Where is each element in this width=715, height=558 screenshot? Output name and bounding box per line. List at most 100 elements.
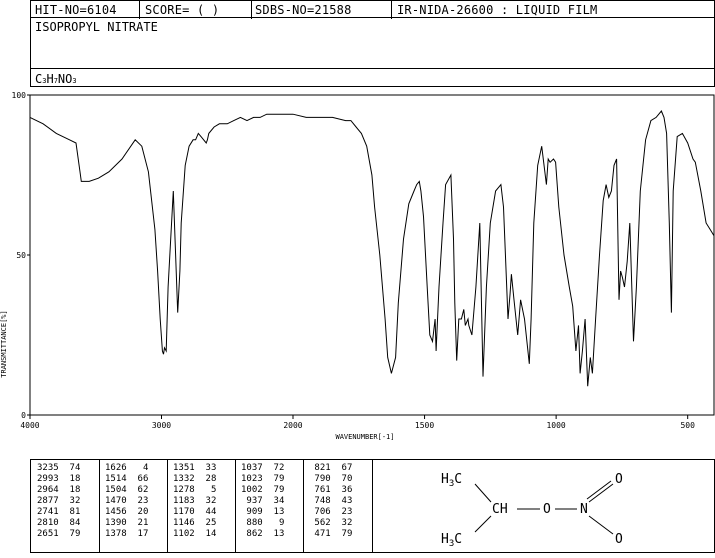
peak-transmittance: 62 bbox=[126, 485, 149, 495]
peak-table-divider bbox=[99, 460, 100, 552]
peak-transmittance: 18 bbox=[58, 474, 81, 484]
bond-line bbox=[588, 515, 614, 535]
x-axis-label: WAVENUMBER[-1] bbox=[335, 433, 394, 441]
peak-wavenumber: 1504 bbox=[105, 485, 127, 495]
peak-wavenumber: 862 bbox=[241, 529, 263, 539]
peak-wavenumber: 1102 bbox=[173, 529, 195, 539]
peak-wavenumber: 1146 bbox=[173, 518, 195, 528]
peak-transmittance: 34 bbox=[262, 496, 285, 506]
peak-transmittance: 70 bbox=[330, 474, 353, 484]
peak-wavenumber: 1470 bbox=[105, 496, 127, 506]
peak-row: 2993 18 bbox=[37, 474, 80, 485]
structure-panel: H3C H3C CH O N O O bbox=[372, 459, 715, 553]
peak-row: 761 36 bbox=[309, 485, 352, 496]
compound-panel: ISOPROPYL NITRATE C3H7NO3 bbox=[30, 17, 715, 87]
x-tick-label: 500 bbox=[680, 421, 695, 430]
peak-transmittance: 28 bbox=[194, 474, 217, 484]
peak-row: 1378 17 bbox=[105, 529, 148, 540]
peak-transmittance: 5 bbox=[194, 485, 217, 495]
peak-row: 1390 21 bbox=[105, 518, 148, 529]
y-tick-label: 100 bbox=[12, 91, 27, 100]
peak-table-divider bbox=[167, 460, 168, 552]
peak-row: 2741 81 bbox=[37, 507, 80, 518]
isopropyl-nitrate-structure: H3C H3C CH O N O O bbox=[441, 472, 623, 549]
header-divider bbox=[391, 1, 392, 19]
peak-row: 1170 44 bbox=[173, 507, 216, 518]
peak-wavenumber: 471 bbox=[309, 529, 331, 539]
peak-wavenumber: 2964 bbox=[37, 485, 59, 495]
bond-line bbox=[474, 483, 492, 503]
transmittance-series-line bbox=[29, 110, 715, 387]
peak-row: 471 79 bbox=[309, 529, 352, 540]
x-axis-ticks: 4000 3000 2000 1500 1000 500 bbox=[20, 415, 695, 430]
peak-wavenumber: 909 bbox=[241, 507, 263, 517]
peak-row: 909 13 bbox=[241, 507, 284, 518]
peak-transmittance: 21 bbox=[126, 518, 149, 528]
header-divider bbox=[139, 1, 140, 19]
peak-transmittance: 79 bbox=[262, 474, 285, 484]
peak-table-column: 1037 72 1023 79 1002 79 937 34 909 13 880 … bbox=[241, 463, 284, 540]
peak-transmittance: 13 bbox=[262, 507, 285, 517]
x-tick-label: 3000 bbox=[152, 421, 171, 430]
peak-row: 1514 66 bbox=[105, 474, 148, 485]
peak-row: 880 9 bbox=[241, 518, 284, 529]
peak-row: 2877 32 bbox=[37, 496, 80, 507]
peak-wavenumber: 1626 bbox=[105, 463, 127, 473]
double-bond-line bbox=[588, 483, 614, 503]
peak-wavenumber: 706 bbox=[309, 507, 331, 517]
peak-transmittance: 66 bbox=[126, 474, 149, 484]
peak-transmittance: 43 bbox=[330, 496, 353, 506]
peak-wavenumber: 2741 bbox=[37, 507, 59, 517]
peak-transmittance: 79 bbox=[330, 529, 353, 539]
x-tick-label: 2000 bbox=[283, 421, 302, 430]
ir-spectrum-chart: 0 50 100 4000 3000 2000 1500 1000 500 WAVENUMBE… bbox=[0, 91, 715, 441]
peak-row: 1102 14 bbox=[173, 529, 216, 540]
bond-line bbox=[474, 515, 492, 533]
peak-transmittance: 4 bbox=[126, 463, 149, 473]
peak-transmittance: 25 bbox=[194, 518, 217, 528]
peak-wavenumber: 1332 bbox=[173, 474, 195, 484]
peak-transmittance: 17 bbox=[126, 529, 149, 539]
peak-wavenumber: 2651 bbox=[37, 529, 59, 539]
peak-wavenumber: 2877 bbox=[37, 496, 59, 506]
peak-table: 3235 74 2993 18 2964 18 2877 32 2741 81 2810 … bbox=[30, 459, 373, 553]
peak-table-column: 1351 33 1332 28 1278 5 1183 32 1170 44 1146 2… bbox=[173, 463, 216, 540]
peak-transmittance: 81 bbox=[58, 507, 81, 517]
peak-wavenumber: 1002 bbox=[241, 485, 263, 495]
peak-row: 821 67 bbox=[309, 463, 352, 474]
peak-wavenumber: 562 bbox=[309, 518, 331, 528]
y-tick-label: 50 bbox=[16, 251, 26, 260]
double-bond-line bbox=[586, 480, 612, 500]
peak-row: 1456 20 bbox=[105, 507, 148, 518]
peak-row: 1023 79 bbox=[241, 474, 284, 485]
peak-wavenumber: 937 bbox=[241, 496, 263, 506]
peak-wavenumber: 1037 bbox=[241, 463, 263, 473]
peak-row: 1183 32 bbox=[173, 496, 216, 507]
peak-row: 748 43 bbox=[309, 496, 352, 507]
y-tick-label: 0 bbox=[21, 411, 26, 420]
y-axis-ticks: 0 50 100 bbox=[12, 91, 30, 420]
peak-wavenumber: 2993 bbox=[37, 474, 59, 484]
x-tick-label: 4000 bbox=[20, 421, 39, 430]
peak-wavenumber: 1351 bbox=[173, 463, 195, 473]
peak-wavenumber: 790 bbox=[309, 474, 331, 484]
peak-transmittance: 32 bbox=[194, 496, 217, 506]
peak-row: 2810 84 bbox=[37, 518, 80, 529]
peak-transmittance: 84 bbox=[58, 518, 81, 528]
peak-row: 790 70 bbox=[309, 474, 352, 485]
compound-name: ISOPROPYL NITRATE bbox=[35, 20, 158, 34]
peak-row: 562 32 bbox=[309, 518, 352, 529]
peak-wavenumber: 880 bbox=[241, 518, 263, 528]
molecular-formula: C3H7NO3 bbox=[35, 72, 77, 86]
peak-wavenumber: 1456 bbox=[105, 507, 127, 517]
header-bar: HIT-NO=6104 SCORE= ( ) SDBS-NO=21588 IR-… bbox=[30, 0, 715, 19]
peak-row: 706 23 bbox=[309, 507, 352, 518]
peak-row: 862 13 bbox=[241, 529, 284, 540]
methine-label: CH bbox=[492, 502, 508, 517]
peak-wavenumber: 2810 bbox=[37, 518, 59, 528]
peak-transmittance: 79 bbox=[58, 529, 81, 539]
peak-row: 1002 79 bbox=[241, 485, 284, 496]
x-tick-label: 1500 bbox=[415, 421, 434, 430]
panel-divider bbox=[31, 68, 714, 69]
peak-transmittance: 44 bbox=[194, 507, 217, 517]
